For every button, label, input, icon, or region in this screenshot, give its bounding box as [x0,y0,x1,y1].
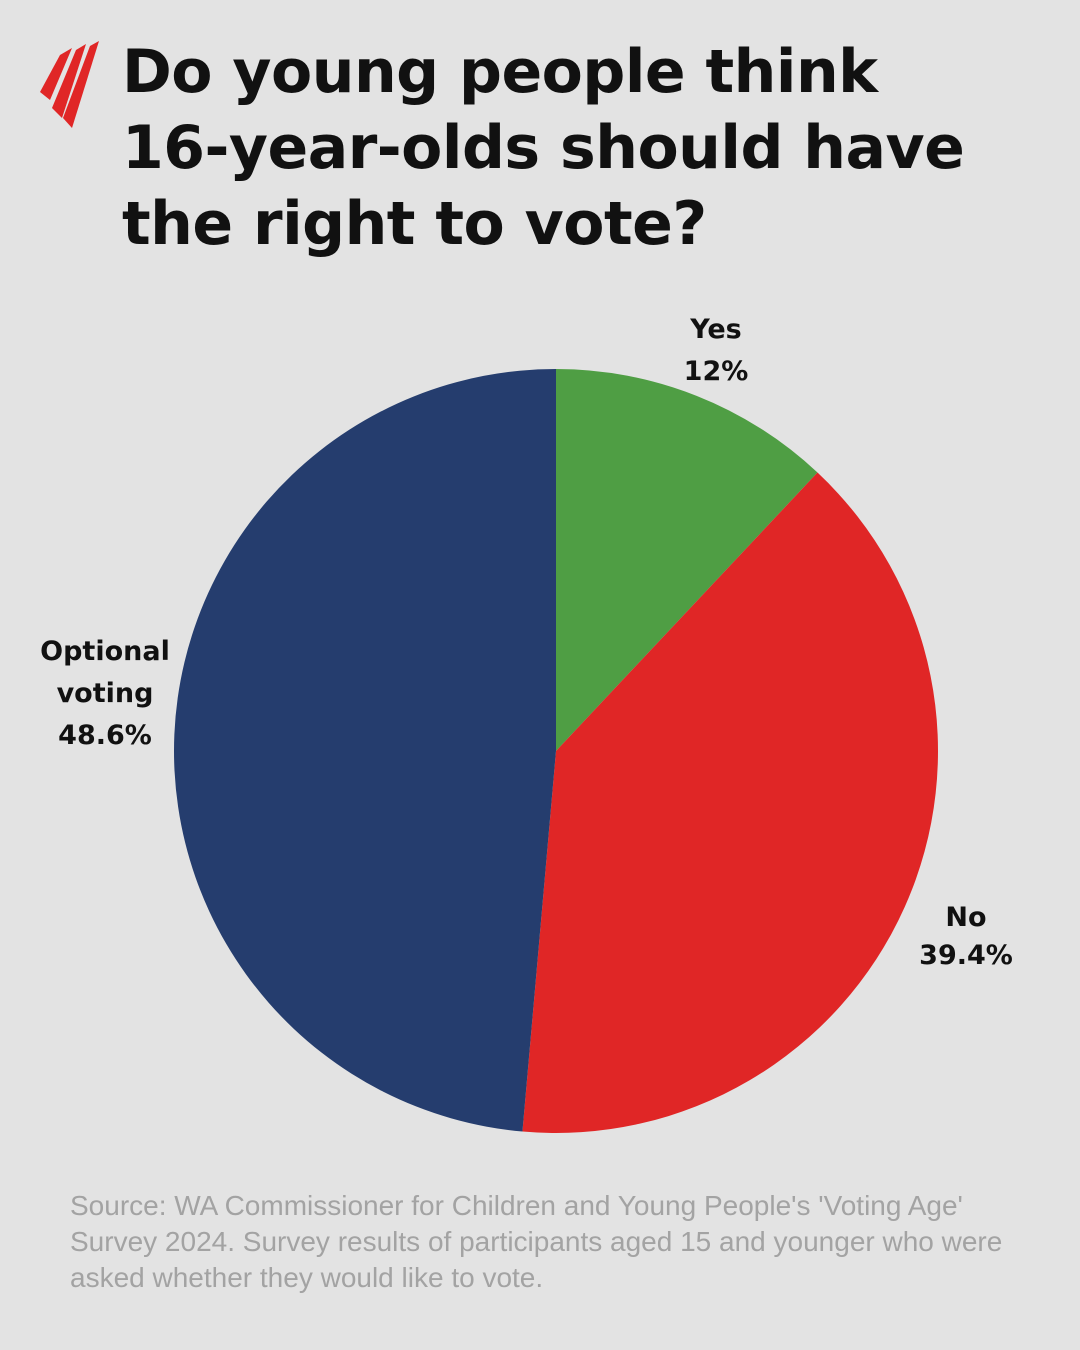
slice-label: Optional voting 48.6% [30,631,180,757]
slice-label: Yes 12% [636,309,796,393]
pie-slice [173,369,556,1132]
chart-title: Do young people think 16-year-olds shoul… [122,37,965,259]
value-label: 12% [683,356,749,387]
category-label: Optional voting [40,636,170,709]
value-label: 48.6% [58,720,152,751]
category-label: No [945,902,987,933]
category-label: Yes [690,314,742,345]
logo [40,41,99,128]
source-note: Source: WA Commissioner for Children and… [70,1190,1003,1293]
value-label: 39.4% [919,940,1013,971]
pie-slice [522,472,939,1134]
slice-label: No 39.4% [886,897,1046,973]
pie-slice [556,369,818,751]
